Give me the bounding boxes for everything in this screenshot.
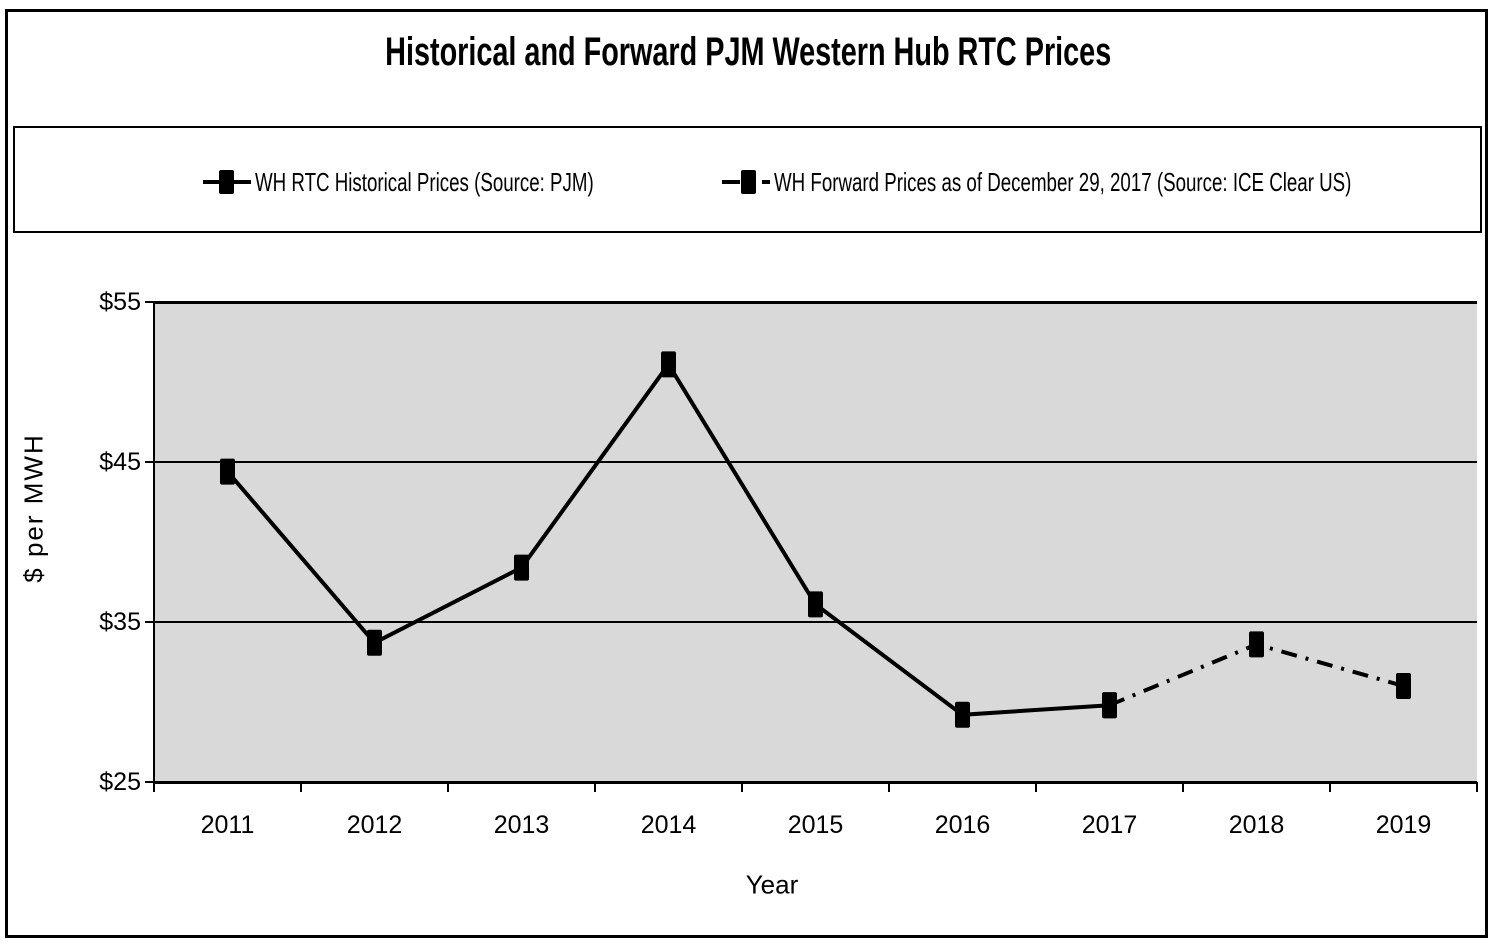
y-axis-title: $ per MWH <box>18 433 49 583</box>
x-tick-label: 2016 <box>934 811 991 839</box>
y-axis-line <box>153 302 155 792</box>
legend-label-forward: WH Forward Prices as of December 29, 201… <box>774 167 1352 197</box>
y-tick-label: $35 <box>99 608 141 636</box>
x-tick-label: 2015 <box>787 811 844 839</box>
x-axis-title: Year <box>745 869 799 900</box>
x-tick-label: 2011 <box>200 811 255 839</box>
legend-solid-line-marker-icon <box>203 168 251 196</box>
gridline <box>154 461 1477 463</box>
chart-title: Historical and Forward PJM Western Hub R… <box>0 30 1496 74</box>
plot-background <box>154 302 1477 782</box>
y-axis-tick <box>145 461 154 463</box>
legend-label-historical: WH RTC Historical Prices (Source: PJM) <box>255 167 594 197</box>
x-axis-tick <box>594 782 596 792</box>
gridline <box>154 300 1477 304</box>
x-axis-tick <box>741 782 743 792</box>
x-axis-tick <box>447 782 449 792</box>
x-axis-tick <box>153 782 155 792</box>
legend-item-forward: WH Forward Prices as of December 29, 201… <box>722 167 1496 197</box>
x-axis-tick <box>1329 782 1331 792</box>
y-tick-label: $55 <box>99 288 141 316</box>
legend-dashdot-line-marker-icon <box>722 168 770 196</box>
x-axis-tick <box>300 782 302 792</box>
x-tick-label: 2014 <box>640 811 697 839</box>
x-axis-tick <box>1476 782 1478 792</box>
x-tick-label: 2012 <box>346 811 403 839</box>
x-axis-tick <box>888 782 890 792</box>
x-axis-tick <box>1182 782 1184 792</box>
y-axis-tick <box>145 781 154 783</box>
y-tick-label: $25 <box>99 768 141 796</box>
y-axis-tick <box>145 621 154 623</box>
gridline <box>154 621 1477 623</box>
y-tick-label: $45 <box>99 448 141 476</box>
y-axis-tick <box>145 301 154 303</box>
chart-title-text: Historical and Forward PJM Western Hub R… <box>384 30 1112 74</box>
legend-item-historical: WH RTC Historical Prices (Source: PJM) <box>203 167 725 197</box>
x-axis-tick <box>1035 782 1037 792</box>
x-axis-line <box>154 781 1477 784</box>
x-tick-label: 2017 <box>1081 811 1138 839</box>
x-tick-label: 2019 <box>1375 811 1432 839</box>
x-tick-label: 2013 <box>493 811 550 839</box>
x-tick-label: 2018 <box>1228 811 1285 839</box>
